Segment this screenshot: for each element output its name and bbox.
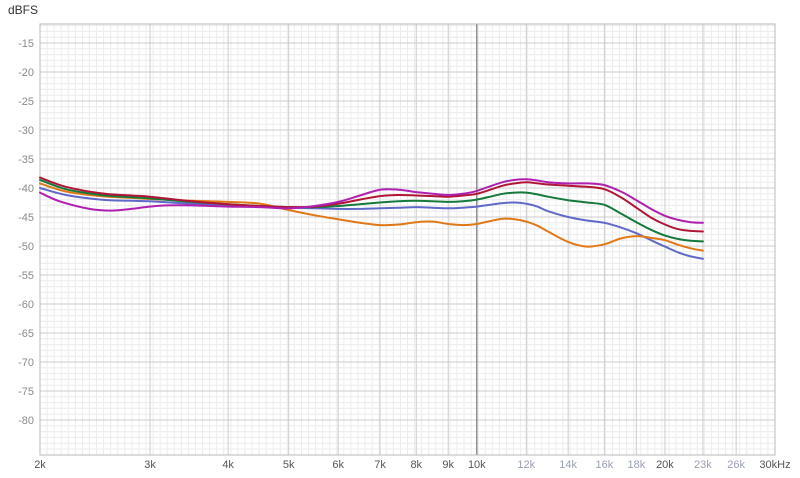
series-lines [39,176,704,260]
x-tick-label: 7k [374,459,386,471]
y-tick-label: -15 [18,38,34,50]
series-line-dark-red [39,176,704,233]
y-tick-label: -60 [18,299,34,311]
y-tick-label: -75 [18,386,34,398]
series-line-magenta [39,178,704,224]
x-tick-label: 18k [627,459,645,471]
x-tick-label: 4k [222,459,234,471]
y-tick-label: -65 [18,328,34,340]
y-tick-label: -20 [18,67,34,79]
x-tick-label: 8k [410,459,422,471]
y-tick-label: -25 [18,96,34,108]
plot-area-border [39,23,776,456]
x-tick-label: 16k [596,459,614,471]
y-tick-label: -40 [18,183,34,195]
y-tick-label: -80 [18,415,34,427]
y-tick-label: -45 [18,212,34,224]
series-line-orange [39,182,704,252]
y-tick-label: -70 [18,357,34,369]
x-tick-label: 12k [517,459,535,471]
x-tick-label: 3k [144,459,156,471]
x-tick-label: 6k [332,459,344,471]
x-tick-label: 20k [656,459,674,471]
x-tick-label: 23k [694,459,712,471]
x-tick-label: 14k [559,459,577,471]
axis-tick-labels: -15 -20 -25 -30 -35 -40 -45 -50 -55 -60 -65 -70 -75 -… [18,38,791,471]
x-tick-label: 9k [442,459,454,471]
y-tick-label: -50 [18,241,34,253]
y-tick-label: -35 [18,154,34,166]
series-line-blue [39,187,704,260]
plot-border [39,23,776,456]
x-tick-label: 30kHz [759,459,790,471]
x-tick-label: 10k [468,459,486,471]
y-tick-label: -30 [18,125,34,137]
major-grid [39,24,776,455]
x-tick-label: 2k [34,459,46,471]
x-tick-label: 26k [727,459,745,471]
y-axis-unit-label: dBFS [8,3,38,17]
x-tick-label: 5k [283,459,295,471]
y-tick-label: -55 [18,270,34,282]
